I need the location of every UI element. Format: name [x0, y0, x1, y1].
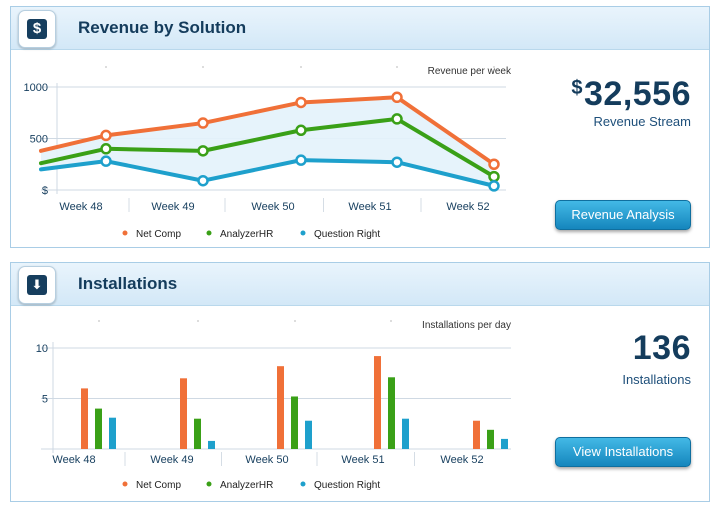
data-point [100, 155, 112, 167]
legend-label: AnalyzerHR [220, 229, 273, 240]
bar [305, 420, 312, 449]
data-point [488, 180, 500, 192]
dollar-glyph: $ [27, 19, 47, 39]
legend-label: Question Right [314, 229, 380, 240]
chart-title: Revenue per week [428, 66, 512, 77]
installations-bar-chart: Installations per day 10 5 Week 48 Week 49 We… [36, 320, 511, 491]
data-point [295, 96, 307, 109]
series-line-1 [39, 116, 496, 179]
installations-stat-value: 136 [632, 329, 691, 367]
data-point [488, 158, 500, 170]
bar [109, 417, 116, 449]
x-tick-label: Week 48 [59, 201, 102, 213]
bar [374, 356, 381, 449]
x-tick-label: Week 49 [150, 454, 193, 466]
currency-symbol: $ [571, 77, 583, 99]
data-point [100, 129, 112, 142]
revenue-stat-label: Revenue Stream [593, 114, 691, 129]
x-tick-label: Week 51 [341, 454, 384, 466]
legend-marker [300, 481, 306, 487]
view-installations-button[interactable]: View Installations [555, 437, 691, 467]
bar [208, 440, 215, 449]
bar [277, 366, 284, 449]
bar [487, 429, 494, 449]
revenue-amount: 32,556 [584, 75, 691, 113]
revenue-line-chart: Revenue per week 1000 500 $ Week 48 Week 49 We… [24, 66, 512, 240]
revenue-stat-value: $32,556 [571, 75, 691, 114]
bar [291, 396, 298, 449]
legend-marker [206, 230, 212, 236]
revenue-panel: $ Revenue by Solution Revenue per week 10… [10, 6, 710, 248]
legend-label: Question Right [314, 480, 380, 491]
legend-marker [122, 230, 128, 236]
bar [95, 408, 102, 449]
data-point [295, 154, 307, 166]
bar [473, 420, 480, 449]
series-line-0 [39, 95, 496, 167]
x-tick-label: Week 50 [251, 201, 294, 213]
legend-label: AnalyzerHR [220, 480, 273, 491]
y-tick-label: 500 [30, 134, 48, 146]
x-tick-label: Week 49 [151, 201, 194, 213]
data-point [100, 143, 112, 155]
y-tick-label: 10 [36, 343, 48, 355]
data-point [295, 124, 307, 137]
legend-marker [300, 230, 306, 236]
series-line-2 [39, 158, 496, 188]
bar [194, 418, 201, 449]
installations-stat-label: Installations [622, 372, 691, 387]
chart-title: Installations per day [422, 320, 511, 331]
bar [81, 388, 88, 449]
dollar-icon: $ [18, 10, 56, 48]
y-tick-label: $ [42, 185, 48, 197]
bar [402, 418, 409, 449]
data-point [197, 145, 209, 157]
legend-marker [122, 481, 128, 487]
revenue-panel-header: $ Revenue by Solution [11, 7, 709, 50]
x-tick-label: Week 48 [52, 454, 95, 466]
legend-label: Net Comp [136, 480, 181, 491]
download-arrow-icon: ⬇ [18, 266, 56, 304]
x-tick-label: Week 50 [245, 454, 288, 466]
x-tick-label: Week 51 [348, 201, 391, 213]
bar [180, 378, 187, 449]
data-point [197, 117, 209, 129]
y-tick-label: 1000 [24, 82, 48, 94]
data-point [391, 156, 403, 168]
legend-label: Net Comp [136, 229, 181, 240]
download-arrow-glyph: ⬇ [27, 275, 47, 295]
x-tick-label: Week 52 [446, 201, 489, 213]
installations-panel: ⬇ Installations Installations per day 10 5… [10, 262, 710, 502]
data-point [197, 174, 209, 187]
installations-panel-title: Installations [78, 274, 178, 293]
revenue-analysis-button[interactable]: Revenue Analysis [555, 200, 691, 230]
revenue-panel-title: Revenue by Solution [78, 18, 247, 37]
bar [501, 438, 508, 449]
x-tick-label: Week 52 [440, 454, 483, 466]
bar [388, 377, 395, 449]
data-point [488, 170, 500, 183]
data-point [391, 91, 403, 104]
y-tick-label: 5 [42, 394, 48, 406]
data-point [391, 113, 403, 125]
installations-panel-header: ⬇ Installations [11, 263, 709, 306]
legend-marker [206, 481, 212, 487]
